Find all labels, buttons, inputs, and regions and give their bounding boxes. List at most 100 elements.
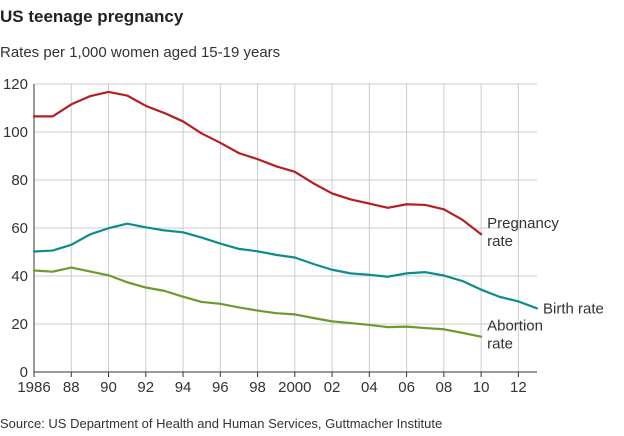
data-point [405, 203, 407, 205]
x-tick-label: 2000 [278, 379, 311, 396]
data-point [499, 296, 501, 298]
data-point [107, 91, 109, 93]
x-tick-label: 90 [100, 379, 117, 396]
data-point [405, 272, 407, 274]
data-point [480, 233, 482, 235]
data-point [89, 95, 91, 97]
data-point [182, 295, 184, 297]
data-point [368, 324, 370, 326]
data-point [256, 158, 258, 160]
data-point [424, 327, 426, 329]
data-point [387, 207, 389, 209]
series-label: rate [487, 336, 513, 353]
data-point [163, 229, 165, 231]
series-label: Pregnancy [487, 215, 559, 232]
x-tick-label: 06 [398, 379, 415, 396]
data-point [51, 115, 53, 117]
data-point [219, 303, 221, 305]
data-point [126, 281, 128, 283]
data-point [33, 269, 35, 271]
data-point [480, 288, 482, 290]
chart-source: Source: US Department of Health and Huma… [0, 416, 442, 431]
data-point [331, 192, 333, 194]
data-point [182, 120, 184, 122]
data-point [126, 222, 128, 224]
data-point [89, 270, 91, 272]
y-tick-label: 120 [3, 76, 28, 93]
x-tick-label: 96 [212, 379, 229, 396]
x-tick-label: 08 [436, 379, 453, 396]
data-point [200, 132, 202, 134]
data-point [200, 301, 202, 303]
data-point [350, 272, 352, 274]
data-point [275, 165, 277, 167]
data-point [182, 231, 184, 233]
data-point [312, 317, 314, 319]
x-tick-label: 94 [175, 379, 192, 396]
chart-subtitle: Rates per 1,000 women aged 15-19 years [0, 44, 280, 61]
data-point [70, 266, 72, 268]
data-point [256, 250, 258, 252]
data-point [312, 263, 314, 265]
data-point [126, 94, 128, 96]
data-point [33, 115, 35, 117]
data-point [294, 256, 296, 258]
data-point [238, 152, 240, 154]
data-point [480, 336, 482, 338]
data-point [219, 242, 221, 244]
series-label: Birth rate [543, 300, 604, 317]
series-line-0 [32, 90, 483, 236]
data-point [275, 254, 277, 256]
y-tick-label: 100 [3, 124, 28, 141]
data-point [145, 226, 147, 228]
data-point [331, 320, 333, 322]
x-tick-label: 04 [361, 379, 378, 396]
x-tick-label: 92 [137, 379, 154, 396]
series-label: rate [487, 233, 513, 250]
y-tick-label: 40 [11, 268, 28, 285]
data-point [405, 325, 407, 327]
data-point [294, 313, 296, 315]
data-point [89, 233, 91, 235]
data-point [294, 171, 296, 173]
series-line-1 [32, 222, 539, 310]
y-tick-label: 20 [11, 316, 28, 333]
x-tick-label: 12 [510, 379, 527, 396]
data-point [145, 286, 147, 288]
grid-layer [34, 83, 537, 372]
data-point [368, 202, 370, 204]
data-point [368, 274, 370, 276]
data-point [51, 270, 53, 272]
data-point [387, 326, 389, 328]
series-line-2 [32, 266, 483, 338]
data-point [443, 274, 445, 276]
data-point [461, 219, 463, 221]
data-point [200, 236, 202, 238]
x-tick-label: 1986 [17, 379, 50, 396]
data-point [275, 312, 277, 314]
data-point [350, 322, 352, 324]
data-point [443, 208, 445, 210]
series-label: Abortion [487, 318, 543, 335]
data-point [219, 142, 221, 144]
data-point [350, 198, 352, 200]
data-point [387, 276, 389, 278]
axis-layer: 0 20 40 60 80 100 120 1986 88 90 92 94 96 98 2000 02 04 0… [3, 76, 537, 396]
data-point [256, 309, 258, 311]
data-point [424, 204, 426, 206]
data-point [536, 307, 538, 309]
y-tick-label: 80 [11, 172, 28, 189]
y-tick-label: 0 [20, 364, 28, 381]
y-tick-label: 60 [11, 220, 28, 237]
data-point [238, 248, 240, 250]
data-point [70, 244, 72, 246]
data-point [461, 280, 463, 282]
data-point [443, 328, 445, 330]
data-point [145, 105, 147, 107]
data-point [331, 269, 333, 271]
data-point [33, 250, 35, 252]
data-point [107, 274, 109, 276]
